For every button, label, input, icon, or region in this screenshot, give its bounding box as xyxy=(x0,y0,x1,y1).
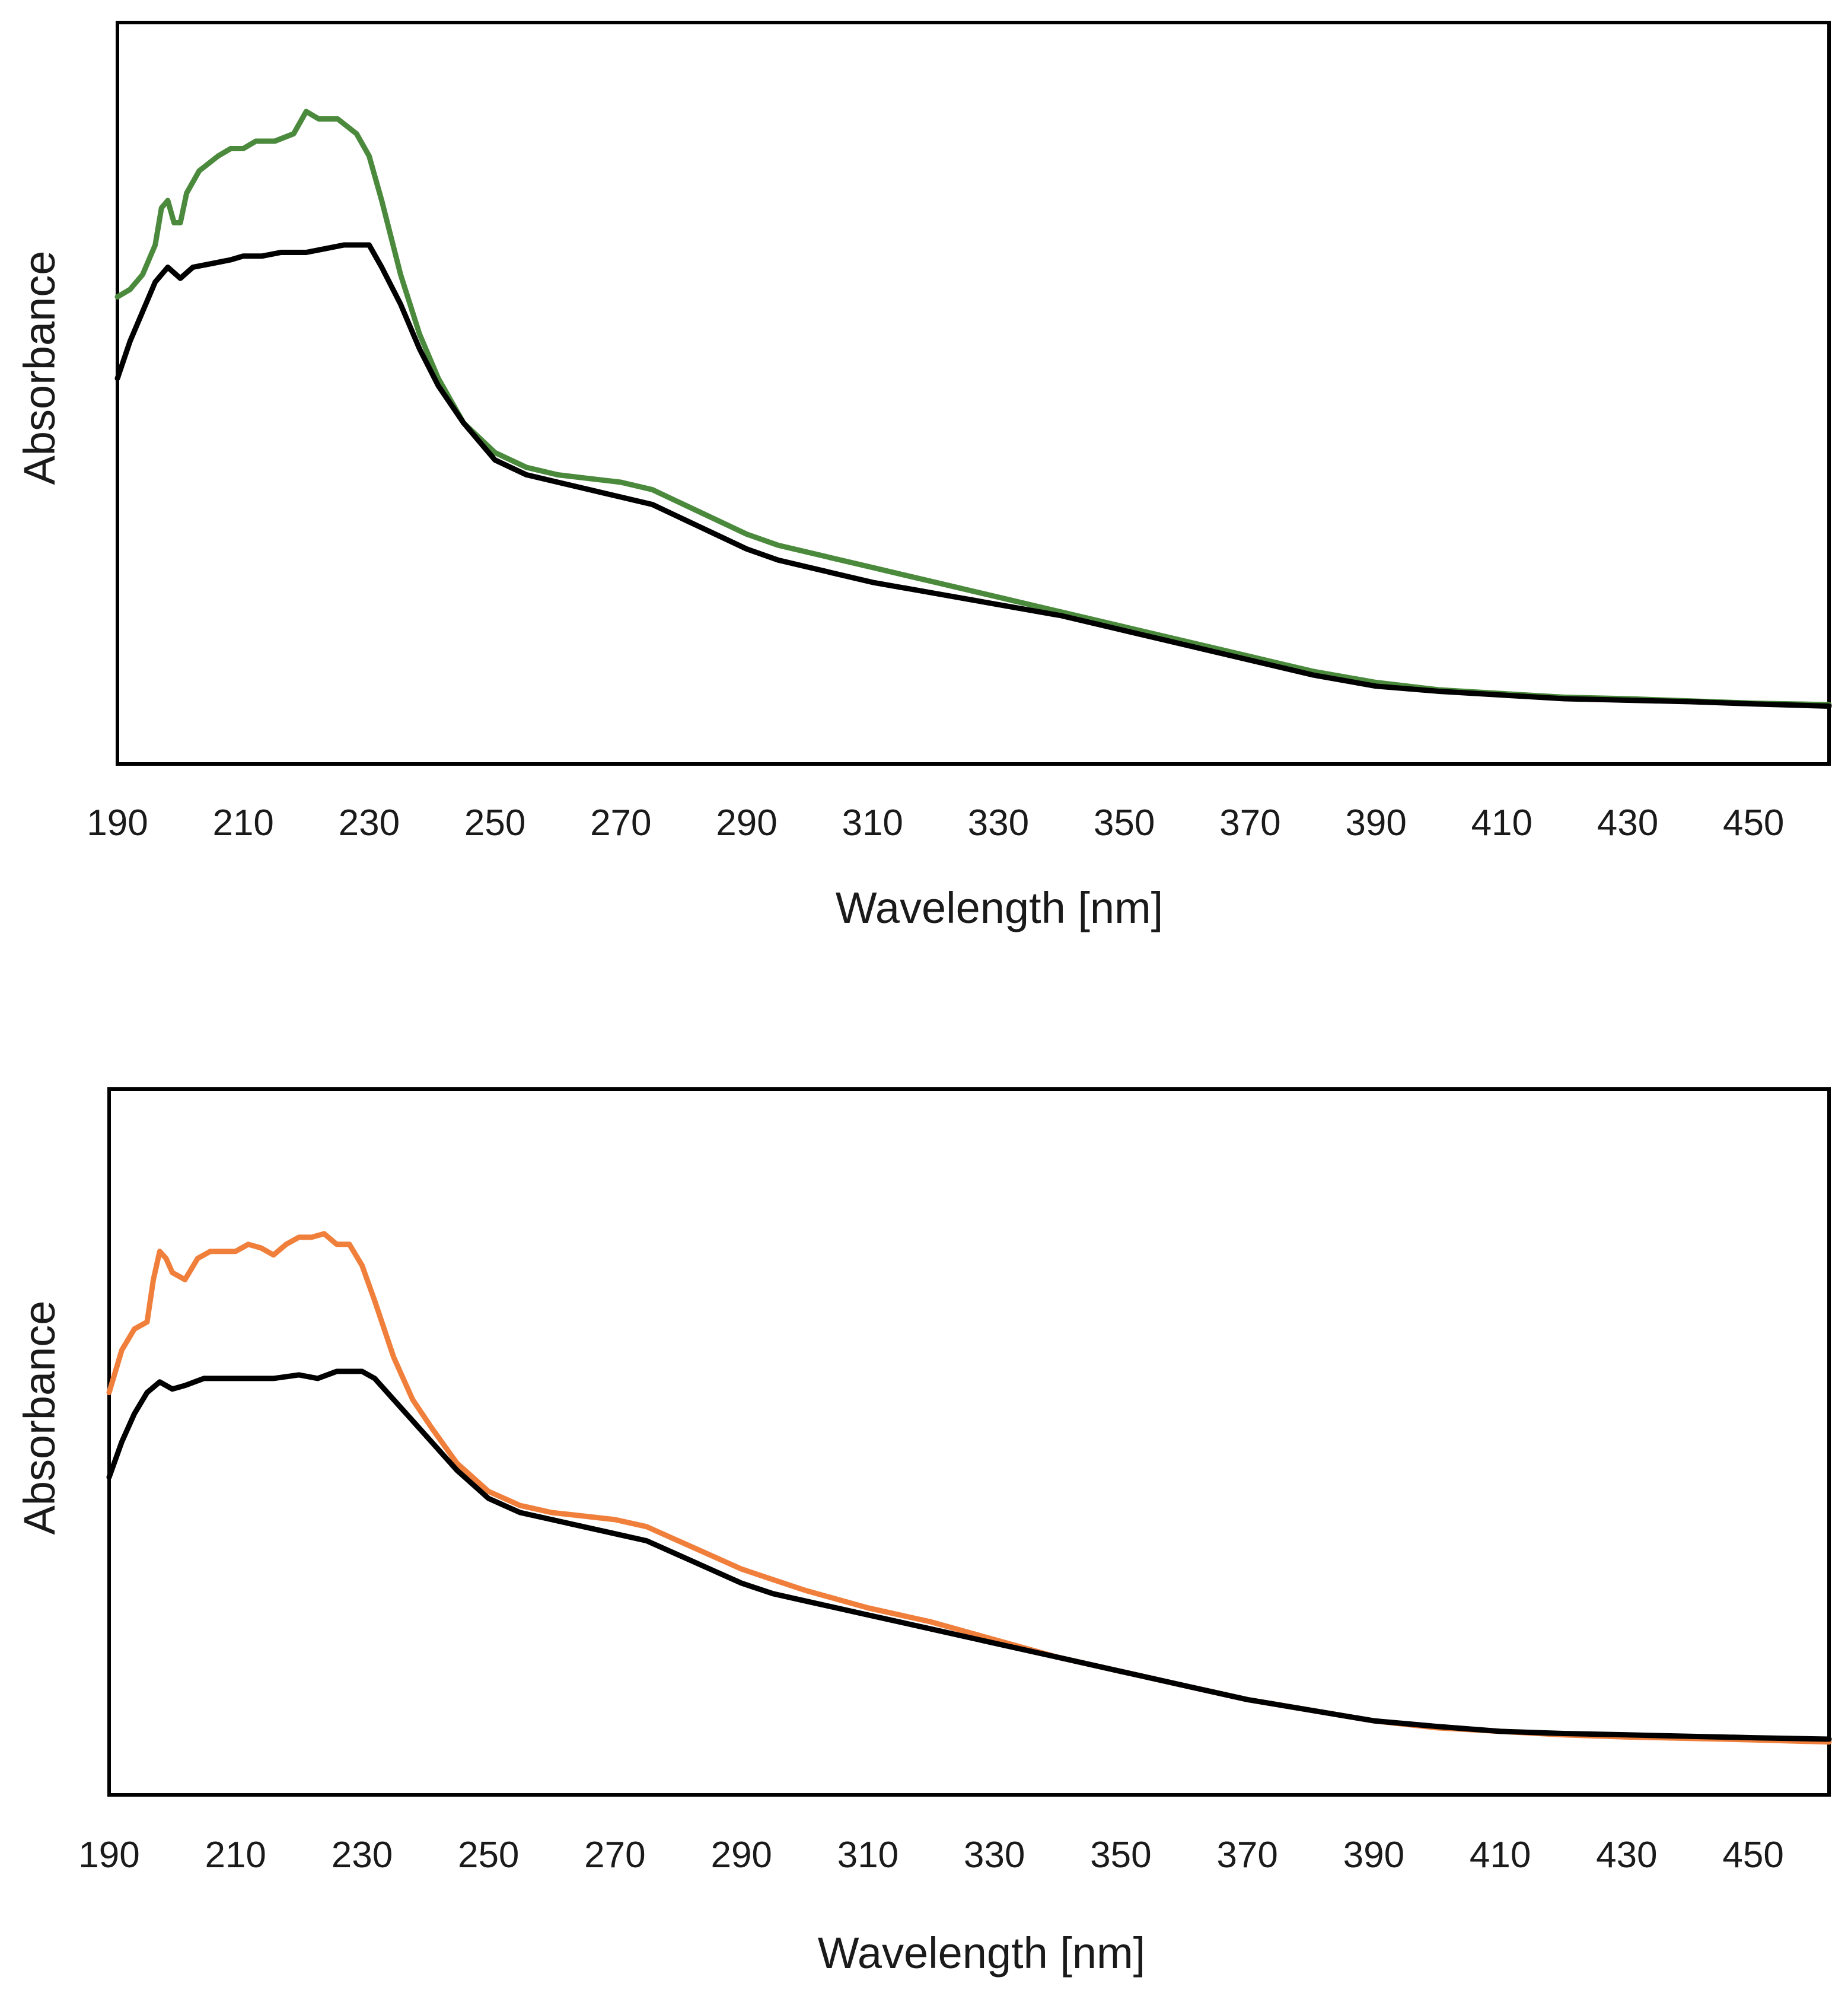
x-tick-label: 370 xyxy=(1216,1835,1277,1876)
x-tick-label: 350 xyxy=(1094,803,1155,843)
plot-frame xyxy=(116,21,1831,766)
chart-bottom: 190 210 230 250 270 290 310 330 350 370 390 410 430 4… xyxy=(15,1087,1832,1978)
x-tick-label: 210 xyxy=(205,1835,266,1876)
x-tick-label: 410 xyxy=(1470,1835,1531,1876)
x-tick-label: 270 xyxy=(590,803,651,843)
x-axis-title: Wavelength [nm] xyxy=(818,1928,1146,1978)
series-layer xyxy=(106,1231,1832,1745)
x-tick-label: 290 xyxy=(716,803,777,843)
x-tick-label: 230 xyxy=(339,803,400,843)
x-tick-label: 430 xyxy=(1597,803,1658,843)
x-tick-labels: 190 210 230 250 270 290 310 330 350 370 390 410 430 4… xyxy=(78,1835,1784,1876)
x-tick-label: 350 xyxy=(1090,1835,1151,1876)
x-tick-label: 390 xyxy=(1343,1835,1404,1876)
x-tick-label: 310 xyxy=(837,1835,898,1876)
x-tick-label: 250 xyxy=(458,1835,519,1876)
series-line-1 xyxy=(114,242,1832,709)
plot-frame xyxy=(107,1087,1831,1797)
x-tick-label: 290 xyxy=(710,1835,772,1876)
x-tick-label: 390 xyxy=(1345,803,1406,843)
x-tick-label: 190 xyxy=(78,1835,139,1876)
x-tick-label: 310 xyxy=(842,803,903,843)
series-line-0 xyxy=(114,109,1832,708)
x-tick-label: 450 xyxy=(1722,1835,1783,1876)
x-tick-label: 410 xyxy=(1471,803,1532,843)
x-tick-label: 430 xyxy=(1596,1835,1657,1876)
x-tick-label: 190 xyxy=(87,803,148,843)
series-layer xyxy=(114,109,1832,709)
x-tick-label: 450 xyxy=(1723,803,1784,843)
y-axis-title: Absorbance xyxy=(15,251,64,485)
x-tick-label: 370 xyxy=(1219,803,1280,843)
x-tick-label: 270 xyxy=(584,1835,645,1876)
x-tick-label: 250 xyxy=(464,803,525,843)
series-line-1 xyxy=(106,1368,1832,1742)
chart-top: 190 210 230 250 270 290 310 330 350 370 390 410 430 4… xyxy=(15,21,1832,932)
x-tick-label: 210 xyxy=(212,803,273,843)
x-tick-label: 330 xyxy=(964,1835,1025,1876)
x-tick-label: 230 xyxy=(332,1835,393,1876)
x-axis-title: Wavelength [nm] xyxy=(836,883,1164,932)
x-tick-labels: 190 210 230 250 270 290 310 330 350 370 390 410 430 4… xyxy=(87,803,1784,843)
series-line-0 xyxy=(106,1231,1832,1745)
x-tick-label: 330 xyxy=(968,803,1029,843)
y-axis-title: Absorbance xyxy=(15,1301,64,1535)
